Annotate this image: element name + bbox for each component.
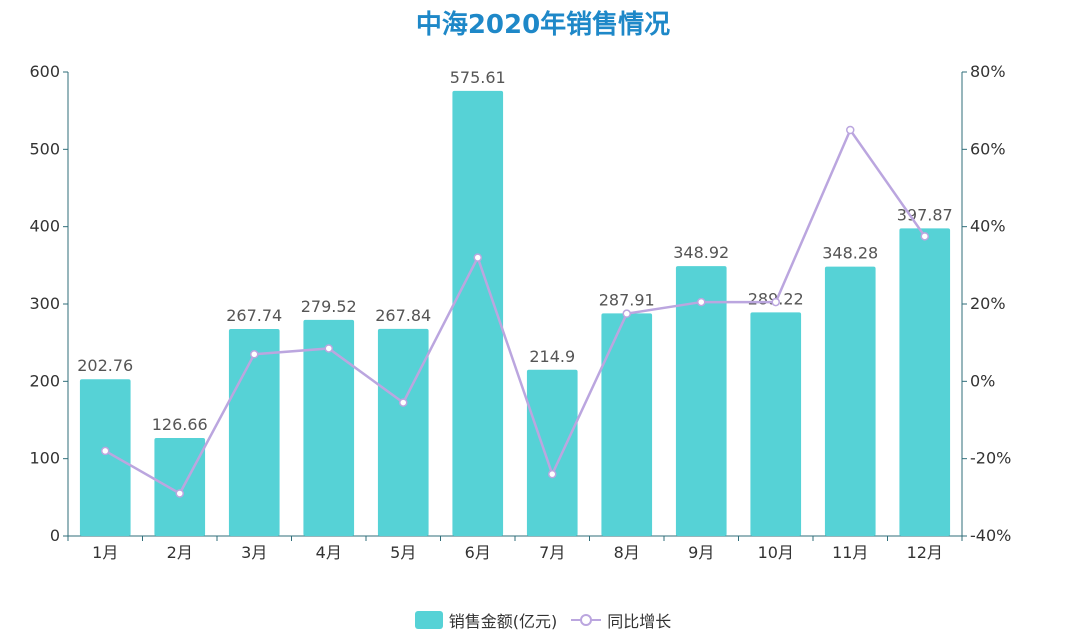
bar-value-label: 348.28 xyxy=(822,244,878,263)
y-left-tick-label: 0 xyxy=(50,526,60,545)
legend-item-sales[interactable]: 销售金额(亿元) xyxy=(414,608,558,632)
y-left-tick-label: 400 xyxy=(29,217,60,236)
growth-point[interactable] xyxy=(250,350,259,359)
bar-series xyxy=(79,90,951,536)
x-tick-label: 10月 xyxy=(758,543,794,562)
x-tick-label: 8月 xyxy=(614,543,640,562)
legend: 销售金额(亿元) 同比增长 xyxy=(0,608,1086,632)
bar-value-label: 126.66 xyxy=(152,415,208,434)
x-tick-label: 12月 xyxy=(907,543,943,562)
growth-point[interactable] xyxy=(324,344,333,353)
y-right-tick-label: 60% xyxy=(970,139,1006,158)
y-left-tick-label: 100 xyxy=(29,449,60,468)
chart-axes: 0 100 200 300 400 500 600 -40% -20% 0% 20% 40% 60% 80… xyxy=(29,62,1011,562)
growth-point[interactable] xyxy=(175,489,184,498)
bar[interactable] xyxy=(154,438,206,536)
x-tick-label: 6月 xyxy=(465,543,491,562)
y-right-tick-label: 40% xyxy=(970,217,1006,236)
x-tick-label: 3月 xyxy=(241,543,267,562)
growth-point[interactable] xyxy=(920,232,929,241)
bar-value-label: 202.76 xyxy=(77,356,133,375)
legend-line-swatch xyxy=(571,614,602,626)
bar[interactable] xyxy=(377,328,429,536)
bar-value-labels: 202.76 126.66 267.74 279.52 267.84 575.61 214.… xyxy=(77,68,952,434)
y-right-tick-label: -40% xyxy=(970,526,1011,545)
legend-item-growth[interactable]: 同比增长 xyxy=(571,608,671,632)
y-right-tick-label: 80% xyxy=(970,62,1006,81)
bar[interactable] xyxy=(824,266,876,536)
growth-point[interactable] xyxy=(846,125,855,135)
x-tick-label: 9月 xyxy=(688,543,714,562)
bar[interactable] xyxy=(228,328,280,536)
bar-value-label: 267.74 xyxy=(226,306,282,325)
x-tick-label: 7月 xyxy=(539,543,565,562)
bar[interactable] xyxy=(303,319,355,536)
y-left-tick-label: 200 xyxy=(29,371,60,390)
bar-value-label: 397.87 xyxy=(897,205,953,224)
x-tick-label: 2月 xyxy=(167,543,193,562)
bar[interactable] xyxy=(601,313,653,536)
bar[interactable] xyxy=(526,369,578,536)
growth-point[interactable] xyxy=(399,398,408,407)
x-tick-label: 4月 xyxy=(316,543,342,562)
bar-value-label: 279.52 xyxy=(301,297,357,316)
bar-value-label: 575.61 xyxy=(450,68,506,87)
bar[interactable] xyxy=(675,266,727,536)
y-right-tick-label: -20% xyxy=(970,449,1011,468)
chart-title: 中海2020年销售情况 xyxy=(415,10,671,40)
bar-value-label: 348.92 xyxy=(673,243,729,262)
bar[interactable] xyxy=(750,312,802,536)
bar-value-label: 214.9 xyxy=(529,347,575,366)
x-tick-label: 5月 xyxy=(390,543,416,562)
growth-point[interactable] xyxy=(101,446,110,456)
growth-point[interactable] xyxy=(771,297,780,307)
growth-line xyxy=(104,127,926,496)
y-right-tick-label: 0% xyxy=(970,371,995,390)
y-left-tick-label: 300 xyxy=(29,294,60,313)
x-tick-label: 11月 xyxy=(832,543,868,562)
bar[interactable] xyxy=(899,228,951,536)
x-tick-label: 1月 xyxy=(92,543,118,562)
bar-value-label: 287.91 xyxy=(599,290,655,309)
legend-label-growth: 同比增长 xyxy=(607,612,672,631)
bar[interactable] xyxy=(452,90,504,536)
bar[interactable] xyxy=(79,379,131,536)
growth-point[interactable] xyxy=(697,297,706,307)
y-right-tick-label: 20% xyxy=(970,294,1006,313)
y-left-tick-label: 500 xyxy=(29,139,60,158)
legend-label-sales: 销售金额(亿元) xyxy=(448,612,558,631)
growth-point[interactable] xyxy=(548,469,557,479)
growth-point[interactable] xyxy=(473,253,482,262)
y-left-tick-label: 600 xyxy=(29,62,60,81)
growth-point[interactable] xyxy=(622,309,631,318)
bar-value-label: 267.84 xyxy=(375,306,431,325)
legend-bar-swatch xyxy=(414,611,443,629)
line-series xyxy=(101,125,929,498)
